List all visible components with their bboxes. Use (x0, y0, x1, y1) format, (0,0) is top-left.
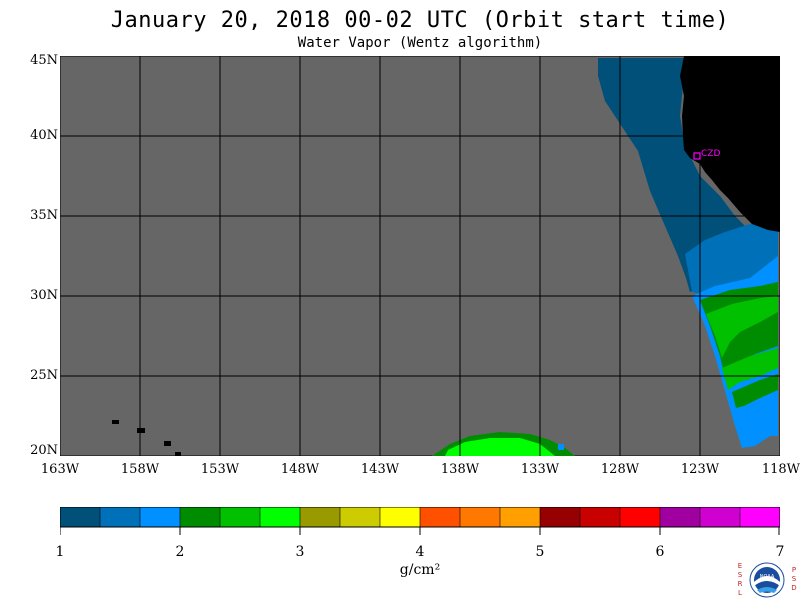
colorbar-swatch (259, 507, 301, 528)
colorbar-swatch (579, 507, 621, 528)
colorbar-swatch (419, 507, 461, 528)
station-label: CZD (701, 149, 720, 159)
lat-label-35n: 35N (30, 208, 58, 223)
water-vapor-map: CZD (60, 56, 780, 456)
colorbar-tick-4: 4 (415, 544, 425, 560)
colorbar-tick-2: 2 (175, 544, 185, 560)
map-title: January 20, 2018 00-02 UTC (Orbit start … (110, 8, 730, 33)
colorbar-swatch (619, 507, 661, 528)
colorbar-swatch (699, 507, 741, 528)
lon-label-163w: 163W (40, 462, 80, 477)
lon-label-153w: 153W (200, 462, 240, 477)
lon-label-133w: 133W (520, 462, 560, 477)
svg-text:NOAA: NOAA (760, 574, 775, 580)
lat-label-30n: 30N (30, 288, 58, 303)
colorbar-swatch (499, 507, 541, 528)
lon-label-138w: 138W (440, 462, 480, 477)
noaa-emblem-icon: NOAA (749, 562, 785, 598)
colorbar-swatch (99, 507, 141, 528)
colorbar-swatch (539, 507, 581, 528)
lon-label-123w: 123W (680, 462, 720, 477)
colorbar-tick-6: 6 (655, 544, 665, 560)
station-marker-icon (693, 152, 701, 160)
lon-label-143w: 143W (360, 462, 400, 477)
map-subtitle: Water Vapor (Wentz algorithm) (297, 35, 543, 51)
colorbar (60, 507, 780, 535)
colorbar-tick-3: 3 (295, 544, 305, 560)
lat-label-40n: 40N (30, 128, 58, 143)
vapor-region-green (706, 296, 778, 358)
colorbar-swatch (179, 507, 221, 528)
colorbar-swatch (339, 507, 381, 528)
colorbar-swatch (459, 507, 501, 528)
colorbar-tick-1: 1 (55, 544, 65, 560)
colorbar-swatch (379, 507, 421, 528)
colorbar-swatch (60, 507, 101, 528)
colorbar-units: g/cm² (399, 562, 441, 578)
lat-label-25n: 25N (30, 368, 58, 383)
vapor-region-green-south (732, 374, 778, 408)
vapor-speck (558, 444, 564, 450)
colorbar-swatch (739, 507, 780, 528)
lon-label-148w: 148W (280, 462, 320, 477)
vapor-region-southern-blob-core (445, 438, 555, 456)
graticule (60, 56, 780, 456)
colorbar-tick-7: 7 (775, 544, 785, 560)
lat-label-20n: 20N (30, 443, 58, 458)
colorbar-swatch (299, 507, 341, 528)
vapor-region-green-lower (722, 348, 778, 390)
lon-label-158w: 158W (120, 462, 160, 477)
lon-label-128w: 128W (600, 462, 640, 477)
lon-label-118w: 118W (761, 462, 800, 477)
colorbar-swatch (219, 507, 261, 528)
colorbar-tick-5: 5 (535, 544, 545, 560)
colorbar-swatch (659, 507, 701, 528)
land-north-america (680, 56, 780, 232)
hawaiian-islands (112, 420, 181, 456)
lat-label-45n: 45N (30, 53, 58, 68)
colorbar-swatch (139, 507, 181, 528)
